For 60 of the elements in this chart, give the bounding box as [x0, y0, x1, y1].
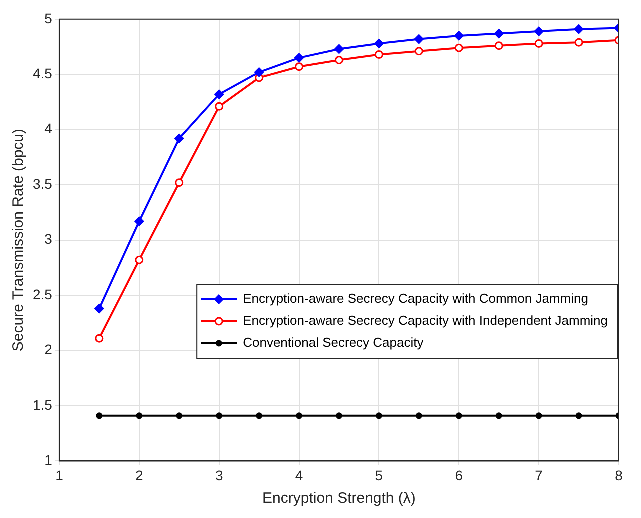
point — [414, 34, 424, 44]
x-tick-label: 4 — [295, 467, 304, 484]
point — [376, 412, 382, 420]
point — [176, 412, 183, 420]
x-tick-label: 5 — [375, 467, 384, 484]
point — [456, 412, 462, 420]
point — [454, 44, 464, 52]
x-tick-label: 6 — [455, 467, 464, 484]
point — [136, 412, 143, 420]
legend-label: Encryption-aware Secrecy Capacity with Common Jamming — [243, 291, 588, 306]
y-tick-label: 4.5 — [32, 65, 53, 82]
point — [576, 412, 582, 420]
point — [174, 134, 184, 144]
point — [416, 412, 422, 420]
point — [256, 412, 263, 420]
point — [334, 56, 344, 65]
legend-label: Encryption-aware Secrecy Capacity with Independent Jamming — [243, 313, 608, 328]
x-tick-label: 3 — [215, 467, 224, 484]
y-tick-label: 5 — [44, 10, 53, 26]
y-tick-label: 3 — [44, 231, 53, 248]
point — [494, 42, 504, 50]
point — [296, 412, 303, 420]
point — [215, 102, 224, 111]
point — [334, 44, 344, 54]
y-axis-title: Secure Transmission Rate (bpcu) — [10, 129, 28, 352]
point — [534, 26, 544, 36]
x-axis-title: Encryption Strength (λ) — [262, 490, 416, 508]
point — [414, 47, 424, 56]
point — [214, 90, 224, 100]
y-tick-label: 1 — [44, 452, 53, 468]
point — [574, 24, 584, 34]
y-tick-label: 2.5 — [32, 286, 53, 302]
point — [534, 39, 544, 48]
y-tick-label: 3.5 — [32, 176, 53, 192]
point — [496, 412, 502, 420]
y-tick-label: 2 — [44, 342, 53, 358]
point — [374, 38, 384, 48]
point — [94, 304, 104, 314]
point — [494, 29, 504, 39]
x-tick-label: 1 — [56, 467, 64, 484]
point — [175, 178, 184, 188]
point — [336, 412, 342, 420]
y-tick-label: 1.5 — [32, 396, 53, 413]
x-tick-label: 2 — [135, 467, 144, 484]
legend-label: Conventional Secrecy Capacity — [243, 335, 424, 350]
point — [374, 50, 384, 59]
point — [96, 412, 103, 420]
x-tick-label: 8 — [615, 467, 624, 484]
point — [216, 412, 223, 420]
point — [295, 62, 304, 72]
point — [134, 216, 144, 226]
point — [454, 31, 464, 41]
point — [574, 38, 584, 47]
point — [536, 412, 542, 420]
point — [95, 334, 104, 343]
point — [294, 53, 304, 63]
y-tick-label: 4 — [44, 120, 53, 137]
point — [254, 68, 264, 78]
x-tick-label: 7 — [535, 467, 544, 484]
point — [135, 256, 144, 264]
